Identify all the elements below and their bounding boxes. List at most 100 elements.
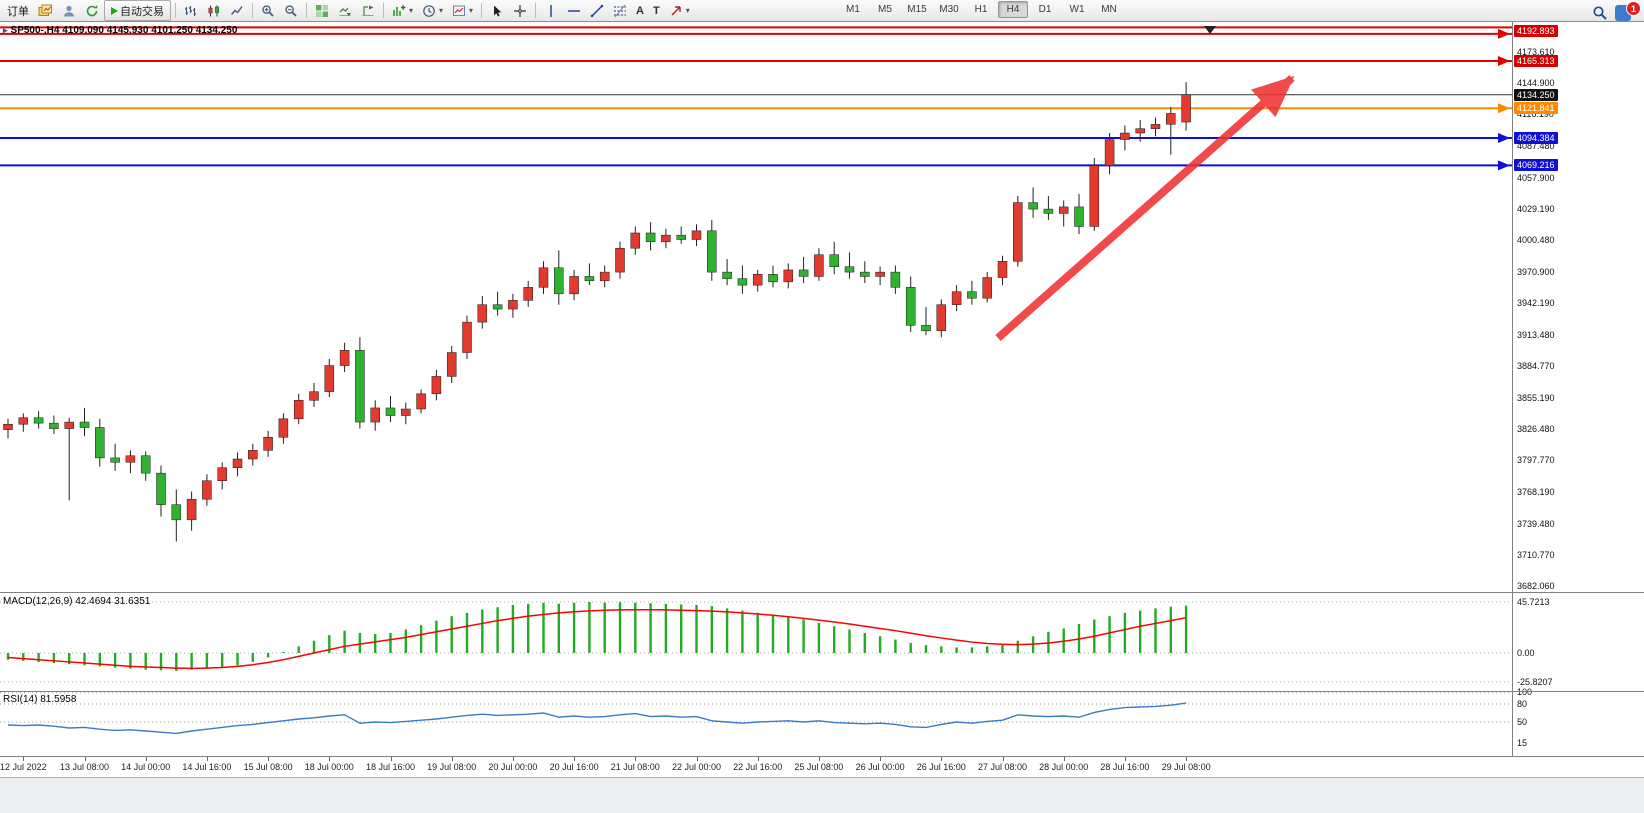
timeframe-w1-button[interactable]: W1 [1069,4,1085,15]
crosshair-tool-button[interactable] [509,0,531,21]
tile-windows-button[interactable] [311,0,333,21]
timeframe-m15-button[interactable]: M15 [907,4,927,15]
horizontal-line-tool-button[interactable] [563,0,585,21]
new-chart-button[interactable] [34,0,57,21]
price-badge: 4121.841 [1514,102,1558,115]
fibonacci-icon [614,4,627,17]
arrows-tool-button[interactable]: ▾ [665,0,694,21]
zoom-in-button[interactable] [257,0,279,21]
price-tick-label: 4173.610 [1517,46,1555,57]
price-badge: 4094.384 [1514,132,1558,145]
candle-chart-icon [208,5,219,16]
time-tick [23,757,25,761]
toolbar-separator [306,3,307,18]
indicators-button[interactable]: ▾ [388,0,417,21]
vertical-line-tool-button[interactable] [540,0,562,21]
notification-badge[interactable]: 1 [1626,1,1641,16]
rsi-axis-label: 50 [1517,717,1528,727]
timeframe-mn-button[interactable]: MN [1101,4,1117,15]
price-tick-label: 3884.770 [1517,360,1555,371]
horizontal-line-icon [568,9,581,12]
time-label: 14 Jul 16:00 [182,762,232,772]
macd-axis-label: 0.00 [1517,648,1535,658]
autotrading-label: 自动交易 [120,5,164,18]
refresh-button[interactable] [81,0,103,21]
time-tick [574,757,576,761]
price-tick-label: 4087.480 [1517,140,1555,151]
symbol-info: ▸ SP500-,H4 4109.090 4145.930 4101.250 4… [3,25,237,36]
price-badge: 4192.893 [1514,25,1558,37]
panel-divider[interactable] [0,592,1644,593]
indicators-icon [393,4,406,16]
timeframe-d1-button[interactable]: D1 [1038,4,1052,15]
vertical-line-icon [550,4,552,17]
timeframe-h4-button[interactable]: H4 [998,1,1028,18]
templates-button[interactable]: ▾ [448,0,477,21]
timeframe-toolbar: M1 M5 M15 M30 H1 H4 D1 W1 MN [838,1,1124,18]
time-label: 26 Jul 00:00 [855,762,905,772]
timeframe-m5-button[interactable]: M5 [878,4,892,15]
toolbar-separator [383,3,384,18]
time-tick [268,757,270,761]
time-tick [635,757,637,761]
time-tick [696,757,698,761]
price-tick-label: 3970.900 [1517,267,1555,278]
price-axis[interactable]: 4173.610 4144.900 4116.190 4087.480 4057.900… [1512,22,1644,756]
cursor-tool-button[interactable] [486,0,508,21]
chart-shift-button[interactable] [357,0,379,21]
templates-icon [453,5,466,16]
bar-chart-button[interactable] [180,0,202,21]
periods-clock-icon [423,4,435,17]
timeframe-m30-button[interactable]: M30 [939,4,959,15]
profile-button[interactable] [58,0,80,21]
periods-button[interactable]: ▾ [418,0,447,21]
time-label: 20 Jul 00:00 [488,762,538,772]
time-axis[interactable]: 12 Jul 2022 13 Jul 08:00 14 Jul 00:00 14 Ju… [0,757,1644,777]
text-tool-button[interactable]: A [632,0,648,21]
fibonacci-tool-button[interactable] [609,0,631,21]
macd-label: MACD(12,26,9) 42.4694 31.6351 [3,596,151,607]
price-chart[interactable] [0,22,1512,593]
crosshair-icon [514,4,527,17]
time-label: 27 Jul 08:00 [977,762,1028,772]
time-label: 28 Jul 16:00 [1100,762,1150,772]
rsi-panel[interactable] [0,692,1512,756]
label-tool-button[interactable]: T [649,0,664,21]
toolbar-separator [252,3,253,18]
candle-chart-button[interactable] [203,0,225,21]
time-label: 13 Jul 08:00 [59,762,110,772]
time-label: 21 Jul 08:00 [610,762,660,772]
time-tick [880,757,882,761]
timeframe-h1-button[interactable]: H1 [974,4,988,15]
timeframe-m1-button[interactable]: M1 [846,4,860,15]
autotrading-button[interactable]: 自动交易 [104,0,171,21]
time-tick [1124,757,1126,761]
panel-divider[interactable] [0,691,1644,692]
line-chart-button[interactable] [226,0,248,21]
time-label: 25 Jul 08:00 [794,762,844,772]
auto-scroll-button[interactable] [334,0,356,21]
toolbar-separator [481,3,483,18]
time-tick [1063,757,1065,761]
cursor-icon [494,5,502,16]
chevron-down-icon: ▾ [469,6,474,15]
price-badge: 4165.313 [1514,54,1558,67]
price-badge: 4134.250 [1514,88,1558,101]
chevron-down-icon: ▾ [439,6,444,15]
trendline-tool-button[interactable] [586,0,608,21]
zoom-out-button[interactable] [280,0,302,21]
price-tick-label: 4144.900 [1517,78,1555,89]
time-label: 26 Jul 16:00 [916,762,966,772]
price-tick-label: 4000.480 [1517,235,1555,246]
zoom-in-icon [262,4,274,17]
macd-panel[interactable] [0,593,1512,691]
time-label: 18 Jul 16:00 [365,762,416,772]
time-label: 14 Jul 00:00 [121,762,171,772]
price-tick-label: 4057.900 [1517,172,1555,183]
time-tick [390,757,392,761]
search-button[interactable] [1588,2,1612,23]
time-tick [145,757,147,761]
time-label: 12 Jul 2022 [0,762,47,772]
orders-button[interactable]: 订单 [7,5,29,18]
status-bar [0,777,1644,813]
